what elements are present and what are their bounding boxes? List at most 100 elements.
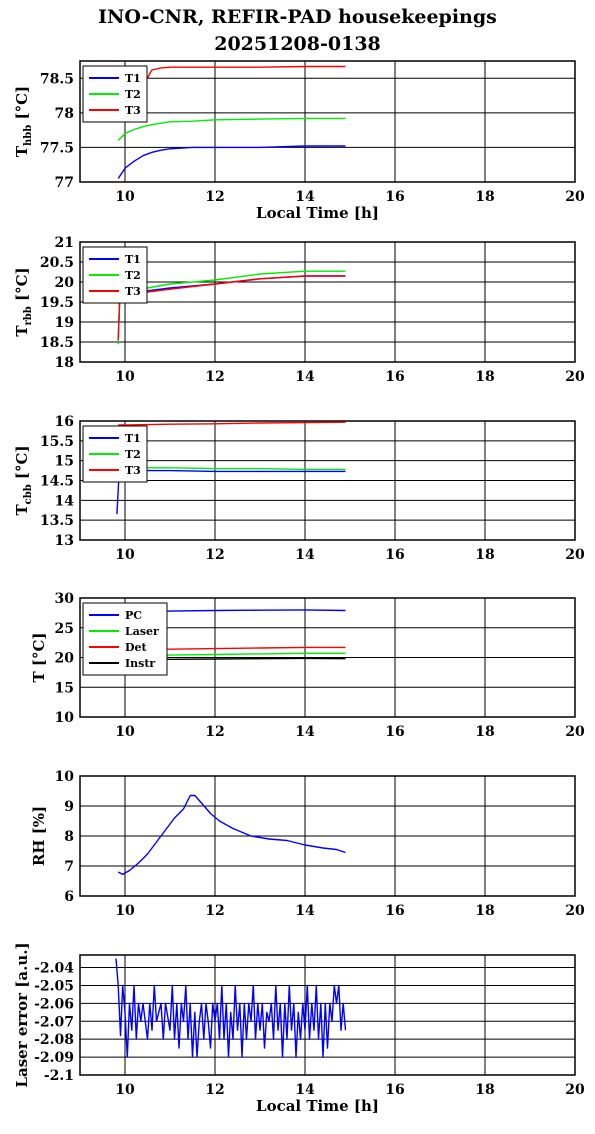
y-tick-label: -2.09 xyxy=(34,1050,74,1066)
legend-label: Instr xyxy=(125,657,155,670)
y-tick-label: 9 xyxy=(64,799,74,815)
x-tick-label: 16 xyxy=(385,724,404,740)
plot-frame xyxy=(79,241,576,363)
x-tick-label: 16 xyxy=(385,1082,404,1098)
x-tick-label: 10 xyxy=(115,189,135,205)
x-tick-label: 20 xyxy=(565,1082,585,1098)
y-tick-label: 7 xyxy=(64,859,74,875)
x-tick-label: 20 xyxy=(565,724,585,740)
x-tick-label: 12 xyxy=(205,724,224,740)
y-tick-label: 78.5 xyxy=(40,71,74,87)
y-tick-label: 77.5 xyxy=(40,140,74,156)
y-tick-label: 6 xyxy=(64,889,74,905)
series-line-t1 xyxy=(117,275,346,343)
plot-frame xyxy=(79,60,576,183)
legend-label: T2 xyxy=(125,269,141,282)
y-tick-label: 30 xyxy=(55,591,75,607)
y-tick-label: 20 xyxy=(55,275,75,291)
y-tick-label: 77 xyxy=(55,175,74,191)
series-line-s1 xyxy=(115,958,347,1058)
x-tick-label: 10 xyxy=(115,903,135,919)
figure-title: INO-CNR, REFIR-PAD housekeepings xyxy=(98,6,497,28)
y-tick-label: -2.08 xyxy=(34,1032,74,1048)
x-tick-label: 18 xyxy=(475,189,494,205)
y-tick-label: 20.5 xyxy=(40,255,74,271)
legend-label: T3 xyxy=(125,464,141,477)
x-tick-label: 14 xyxy=(295,724,315,740)
y-tick-label: 15 xyxy=(55,454,74,470)
y-tick-label: 19.5 xyxy=(40,295,74,311)
y-tick-label: 19 xyxy=(55,315,74,331)
legend-label: Det xyxy=(125,641,148,654)
x-tick-label: 14 xyxy=(295,369,315,385)
x-tick-label: 12 xyxy=(205,189,224,205)
legend-label: Laser xyxy=(125,625,159,638)
x-axis-label: Local Time [h] xyxy=(256,204,379,222)
y-tick-label: -2.05 xyxy=(34,978,74,994)
x-tick-label: 18 xyxy=(475,903,494,919)
x-tick-label: 10 xyxy=(115,724,135,740)
y-tick-label: 78 xyxy=(55,106,74,122)
series-line-s1 xyxy=(117,794,346,876)
y-tick-label: 21 xyxy=(55,235,74,251)
chart-panel-1: 10 12 14 16 18 20 77 77.5 78 78.5 Thbb [°C] Local T… xyxy=(13,60,585,222)
legend-label: T1 xyxy=(125,72,141,85)
y-axis-label: RH [%] xyxy=(30,806,48,866)
legend-label: T2 xyxy=(125,88,141,101)
x-tick-label: 14 xyxy=(295,903,315,919)
x-tick-label: 16 xyxy=(385,547,404,563)
x-tick-label: 12 xyxy=(205,369,224,385)
x-tick-label: 18 xyxy=(475,547,494,563)
x-tick-label: 18 xyxy=(475,369,494,385)
y-tick-label: -2.07 xyxy=(34,1014,74,1030)
x-tick-label: 20 xyxy=(565,189,585,205)
y-tick-label: 20 xyxy=(55,651,75,667)
series-line-t3 xyxy=(117,275,346,341)
series-line-t1 xyxy=(116,469,346,515)
y-tick-label: 15.5 xyxy=(40,434,74,450)
x-tick-label: 18 xyxy=(475,1082,494,1098)
y-axis-label: Trbb [°C] xyxy=(13,267,34,336)
y-tick-label: 13.5 xyxy=(40,513,74,529)
x-tick-label: 12 xyxy=(205,547,224,563)
legend-label: T1 xyxy=(125,432,141,445)
x-tick-label: 12 xyxy=(205,1082,224,1098)
y-axis-label: T [°C] xyxy=(30,632,48,682)
series-line-t3 xyxy=(118,421,346,426)
y-tick-label: 16 xyxy=(55,414,74,430)
y-tick-label: 15 xyxy=(55,680,74,696)
legend-label: T3 xyxy=(125,104,141,117)
x-tick-label: 16 xyxy=(385,189,404,205)
x-tick-label: 18 xyxy=(475,724,494,740)
figure-date: 20251208-0138 xyxy=(214,33,381,55)
series-line-t3 xyxy=(146,65,346,79)
x-tick-label: 16 xyxy=(385,369,404,385)
y-tick-label: 18 xyxy=(55,355,74,371)
plot-frame xyxy=(79,420,576,541)
y-tick-label: 10 xyxy=(55,769,75,785)
x-tick-label: 14 xyxy=(295,1082,315,1098)
series-line-t2 xyxy=(117,117,346,141)
legend-label: T2 xyxy=(125,448,141,461)
y-tick-label: 8 xyxy=(64,829,74,845)
x-tick-label: 10 xyxy=(115,369,135,385)
y-tick-label: -2.06 xyxy=(34,996,74,1012)
chart-panel-2: 10 12 14 16 18 20 18 18.5 19 19.5 20 20.5 21 Trbb [°C… xyxy=(13,235,585,385)
chart-panel-5: 10 12 14 16 18 20 6 7 8 9 10 RH [%] xyxy=(30,769,585,919)
y-tick-label: 18.5 xyxy=(40,335,74,351)
x-tick-label: 20 xyxy=(565,369,585,385)
chart-panel-4: 10 12 14 16 18 20 10 15 20 25 30 T [°C] PC Laser Det In… xyxy=(30,591,585,740)
legend-label: PC xyxy=(125,609,142,622)
x-tick-label: 12 xyxy=(205,903,224,919)
plot-frame xyxy=(79,775,576,897)
plot-frame xyxy=(79,954,576,1076)
x-axis-label: Local Time [h] xyxy=(256,1097,379,1115)
y-axis-label: Laser error [a.u.] xyxy=(13,942,31,1087)
x-tick-label: 20 xyxy=(565,903,585,919)
chart-panel-3: 10 12 14 16 18 20 13 13.5 14 14.5 15 15.5 16 Tcbb [°C… xyxy=(13,414,585,563)
y-axis-label: Thbb [°C] xyxy=(13,86,34,157)
x-tick-label: 16 xyxy=(385,903,404,919)
x-tick-label: 14 xyxy=(295,547,315,563)
